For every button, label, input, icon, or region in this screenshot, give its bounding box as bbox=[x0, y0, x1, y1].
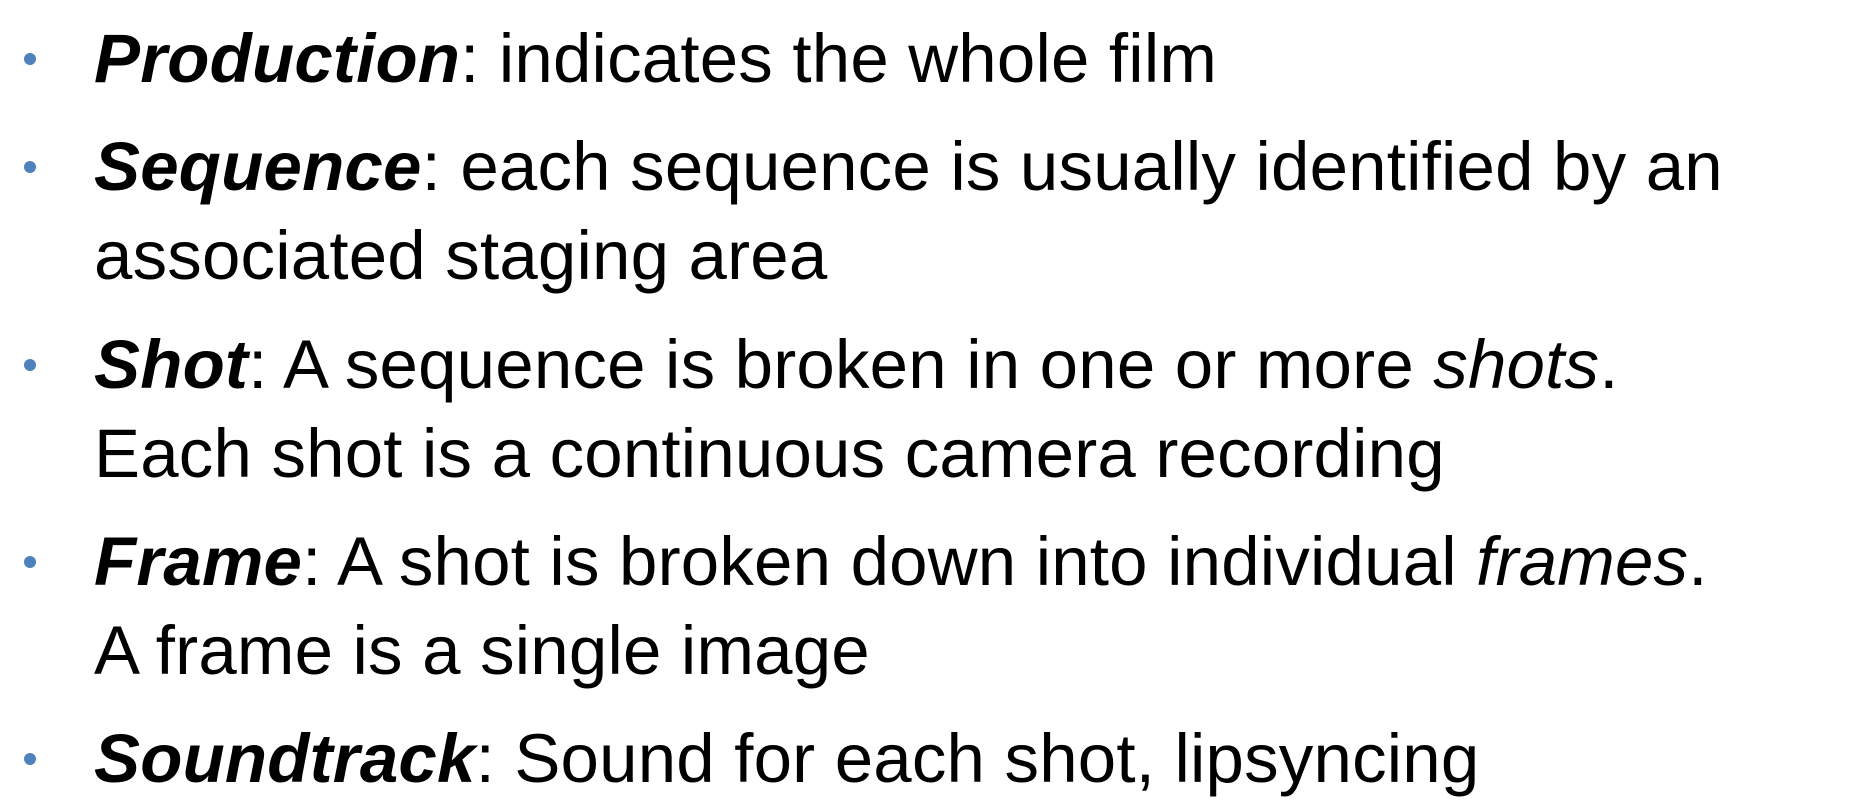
bullet-line: : A sequence is broken in one or more bbox=[248, 326, 1434, 403]
bullet-text: Sequence: each sequence is usually ident… bbox=[94, 122, 1864, 212]
bullet-continuation: A frame is a single image bbox=[94, 606, 1864, 696]
bullet-dot-icon bbox=[24, 753, 36, 765]
bullet-line: : Sound for each shot, lipsyncing bbox=[475, 720, 1480, 797]
bullet-continuation: Each shot is a continuous camera recordi… bbox=[94, 409, 1864, 499]
bullet-line-end: . bbox=[1599, 326, 1619, 403]
bullet-line-2: associated staging area bbox=[94, 217, 828, 294]
bullet-continuation: associated staging area bbox=[94, 211, 1864, 301]
bullet-term: Production bbox=[94, 20, 461, 97]
bullet-line-2: Each shot is a continuous camera recordi… bbox=[94, 415, 1445, 492]
bullet-line: : indicates the whole film bbox=[460, 20, 1218, 97]
bullet-line-2: A frame is a single image bbox=[94, 612, 870, 689]
bullet-line-end: . bbox=[1688, 523, 1708, 600]
bullet-term: Sequence bbox=[94, 128, 422, 205]
bullet-line: : each sequence is usually identified by… bbox=[421, 128, 1723, 205]
bullet-line: : A shot is broken down into individual bbox=[302, 523, 1477, 600]
bullet-text: Frame: A shot is broken down into indivi… bbox=[94, 517, 1864, 607]
bullet-text: Soundtrack: Sound for each shot, lipsync… bbox=[94, 714, 1864, 804]
bullet-text: Production: indicates the whole film bbox=[94, 14, 1864, 104]
bullet-term: Shot bbox=[94, 326, 249, 403]
bullet-dot-icon bbox=[24, 161, 36, 173]
bullet-dot-icon bbox=[24, 53, 36, 65]
bullet-dot-icon bbox=[24, 359, 36, 371]
bullet-text: Shot: A sequence is broken in one or mor… bbox=[94, 320, 1864, 410]
bullet-emphasis: shots bbox=[1433, 326, 1600, 403]
bullet-emphasis: frames bbox=[1476, 523, 1689, 600]
bullet-term: Frame bbox=[94, 523, 303, 600]
bullet-term: Soundtrack bbox=[94, 720, 476, 797]
bullet-dot-icon bbox=[24, 556, 36, 568]
